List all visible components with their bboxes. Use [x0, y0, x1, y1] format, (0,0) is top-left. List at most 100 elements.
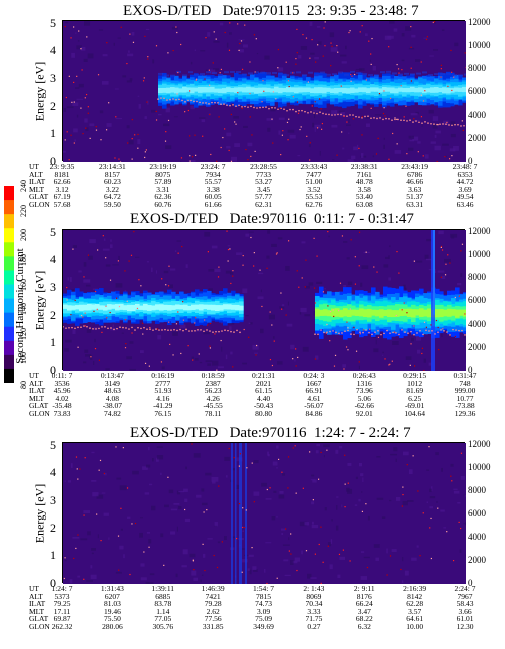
- panel-2-temperature-point: [455, 329, 457, 331]
- panel-1-texture: [129, 78, 133, 81]
- ephemeris-value: 6.25: [408, 393, 422, 403]
- panel-1-noise-dot: [120, 26, 122, 28]
- ephemeris-value: 53.40: [355, 192, 373, 202]
- panel-3-texture: [261, 482, 267, 487]
- panel-1-noise-dot: [453, 76, 455, 78]
- panel-3-texture: [288, 537, 290, 541]
- panel-1-noise-dot: [361, 25, 363, 27]
- panel-3-texture: [347, 462, 352, 466]
- ephemeris-value: 79.28: [204, 599, 222, 609]
- panel-2-noise-dot: [389, 363, 391, 365]
- panel-1-noise-dot: [422, 155, 424, 157]
- panel-3-texture: [193, 453, 201, 458]
- panel-2-band-cell: [235, 304, 240, 311]
- panel-2-y2tick-label: 6000: [468, 295, 486, 306]
- panel-2-noise-dot: [181, 245, 183, 248]
- panel-3-noise-dot: [430, 517, 432, 520]
- panel-1-texture: [308, 144, 311, 148]
- panel-1-band-cell: [414, 87, 419, 93]
- panel-1-noise-dot: [137, 147, 139, 149]
- panel-3-noise-dot: [76, 468, 78, 470]
- panel-2-noise-dot: [273, 340, 275, 342]
- panel-2-temperature-point: [392, 331, 394, 334]
- panel-2-texture: [88, 255, 93, 260]
- panel-1-texture: [433, 49, 438, 51]
- panel-1-streak: [446, 72, 451, 75]
- panel-1-texture: [267, 127, 271, 132]
- panel-3-noise-dot: [191, 443, 193, 445]
- panel-2-texture: [227, 321, 235, 325]
- panel-1-texture: [341, 61, 347, 64]
- panel-2-band-cell: [171, 305, 176, 310]
- ephemeris-row: GLON 262.32 280.06 305.76 331.85 349.69 0.27 6.…: [29, 623, 499, 631]
- panel-2-band-cell: [147, 305, 152, 311]
- panel-1-texture: [434, 134, 437, 138]
- panel-3-texture: [404, 570, 409, 576]
- panel-1-noise-dot: [80, 107, 82, 109]
- panel-1-streak: [404, 72, 409, 75]
- panel-1-texture: [231, 156, 238, 162]
- panel-1-noise-dot: [239, 42, 241, 45]
- panel-1-texture: [75, 87, 80, 89]
- panel-1-texture: [347, 159, 354, 162]
- panel-1-temperature-point: [232, 104, 234, 106]
- panel-1-noise-dot: [287, 80, 290, 82]
- panel-1-noise-dot: [229, 22, 231, 24]
- panel-2-noise-dot: [388, 364, 390, 366]
- panel-2-band-cell: [439, 308, 444, 318]
- panel-3-texture: [91, 552, 94, 555]
- panel-2-noise-dot: [84, 312, 86, 314]
- panel-1-texture: [317, 41, 322, 45]
- panel-3-noise-dot: [193, 568, 195, 571]
- panel-2-noise-dot: [350, 239, 352, 241]
- panel-1-y2tick-label: 10000: [468, 40, 491, 51]
- panel-3-ytick-label: 3: [50, 493, 56, 508]
- panel-2-noise-dot: [84, 325, 87, 327]
- panel-1-texture: [113, 42, 115, 46]
- panel-1-noise-dot: [100, 139, 102, 141]
- panel-1-noise-dot: [433, 21, 436, 23]
- panel-1-band-cell: [238, 87, 243, 92]
- panel-2-band-cell: [167, 305, 172, 311]
- panel-1-noise-dot: [254, 150, 256, 153]
- ephemeris-value: 23:38:31: [350, 162, 378, 171]
- panel-3-texture: [183, 488, 188, 492]
- panel-2-temperature-point: [197, 329, 199, 331]
- panel-3-texture: [294, 557, 301, 562]
- panel-2-noise-dot: [165, 284, 167, 286]
- panel-1-temperature-point: [217, 102, 219, 104]
- panel-1-band-cell: [366, 88, 371, 94]
- panel-2-texture: [343, 284, 347, 288]
- panel-1-temperature-point: [211, 101, 213, 104]
- panel-1-temperature-point: [406, 120, 408, 122]
- panel-2-temperature-point: [440, 329, 442, 331]
- panel-1-texture: [147, 100, 149, 105]
- panel-1-texture: [190, 105, 195, 110]
- panel-1-texture: [256, 161, 259, 162]
- panel-1-noise-dot: [127, 142, 129, 144]
- panel-1-noise-dot: [216, 160, 218, 162]
- panel-1-temperature-point: [331, 114, 333, 116]
- panel-2-texture: [221, 321, 224, 324]
- panel-1-temperature-point: [169, 98, 171, 101]
- panel-1-noise-dot: [295, 63, 297, 65]
- panel-2-temperature-point: [446, 331, 448, 333]
- panel-2-texture: [441, 331, 443, 337]
- panel-1-band-cell: [394, 88, 399, 94]
- panel-3-texture: [267, 451, 269, 456]
- panel-3-texture: [429, 488, 432, 493]
- panel-2-noise-dot: [345, 346, 348, 348]
- panel-1-noise-dot: [205, 37, 207, 39]
- panel-1-band-cell: [298, 87, 303, 93]
- panel-1-texture: [207, 32, 211, 37]
- panel-2-noise-dot: [332, 309, 334, 311]
- panel-1-streak: [284, 74, 289, 77]
- panel-1-texture: [98, 29, 104, 31]
- panel-2-noise-dot: [232, 366, 234, 368]
- ephemeris-value: 73.83: [53, 409, 71, 418]
- panel-3-texture: [207, 538, 213, 540]
- panel-1-texture: [152, 59, 155, 64]
- colorbar: [4, 186, 14, 384]
- panel-3-texture: [140, 517, 143, 519]
- panel-3-texture: [248, 554, 254, 557]
